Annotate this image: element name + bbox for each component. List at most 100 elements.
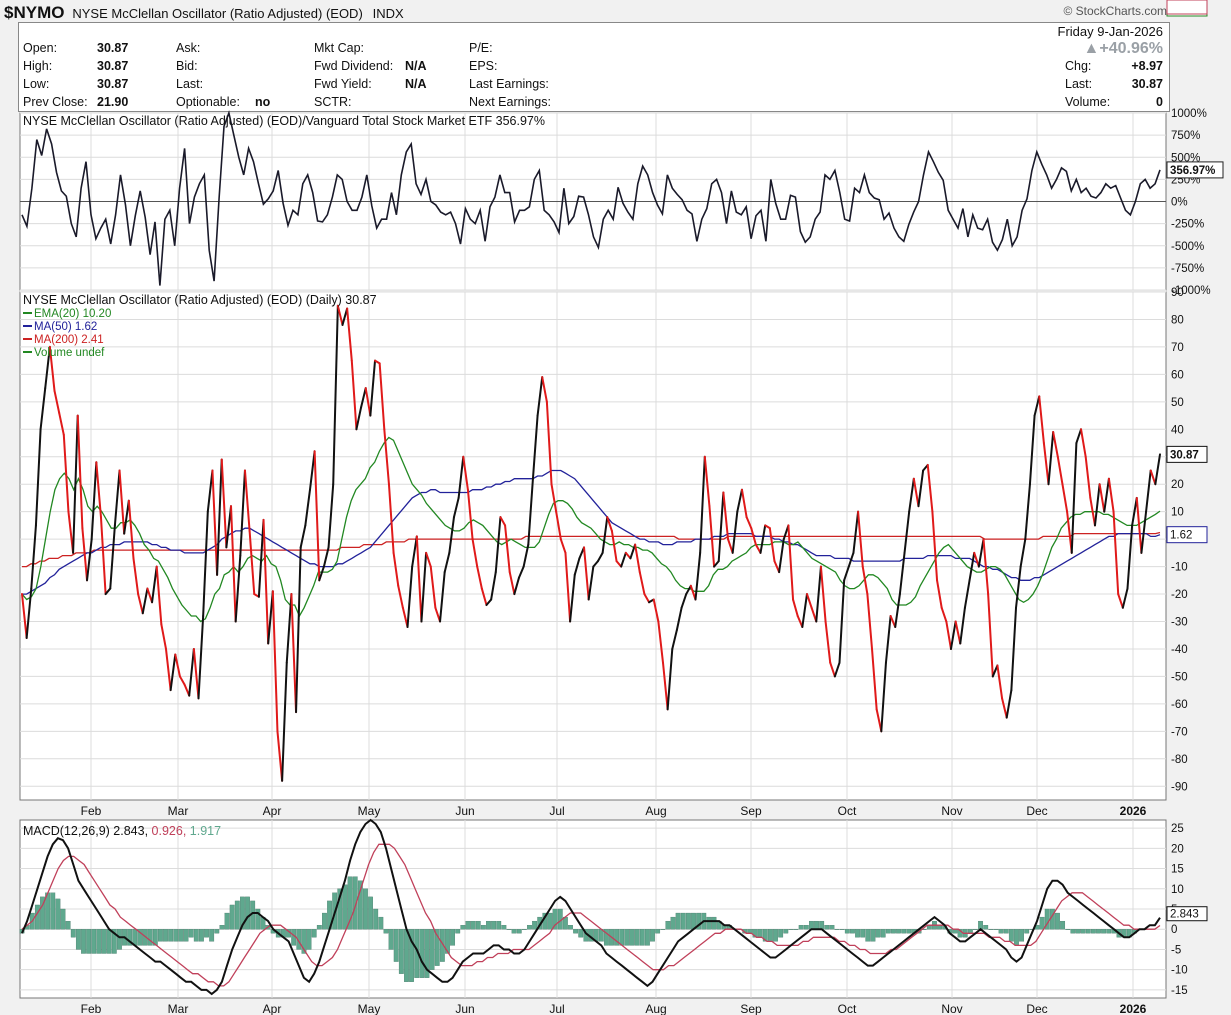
histogram-bar [793,929,799,930]
month-label: Mar [168,1002,189,1015]
month-label: Mar [168,804,189,818]
histogram-bar [655,929,661,934]
month-label: Nov [941,1002,962,1015]
histogram-bar [342,884,348,930]
open-value: 30.87 [97,41,129,55]
eps-label: EPS: [469,59,498,73]
nymo-segment [248,529,256,596]
histogram-bar [901,929,907,934]
nymo-segment [480,587,488,607]
open-label: Open: [23,41,58,55]
last-value-box [1166,161,1224,179]
month-label: Dec [1026,1002,1047,1015]
nymo-segment [982,538,990,596]
nymo-segment [448,516,455,554]
nymo-segment [369,359,377,417]
nymo-segment [940,606,948,623]
y-tick-label: 500% [1171,152,1200,164]
nymo-segment [327,483,335,549]
nymo-segment [364,387,372,417]
histogram-bar [803,925,809,930]
histogram-bar [91,929,97,954]
histogram-bar [368,896,373,930]
nymo-segment [959,606,966,645]
histogram-bar [322,912,327,930]
histogram-bar [137,929,143,946]
histogram-bar [573,929,579,934]
nymo-segment [1052,431,1059,458]
y-tick-label: 20 [1171,843,1184,855]
nymo-segment [188,647,195,697]
nymo-segment [1084,455,1092,499]
panel-1: 1000%750%500%250%0%-250%-500%-750%-1000%… [19,108,1224,297]
brand[interactable]: © StockCharts.com [1063,4,1167,18]
y-tick-label: 10 [1171,884,1184,896]
nymo-segment [151,565,158,604]
nymo-segment [884,615,892,664]
histogram-bar [96,929,102,954]
histogram-bar [491,920,497,930]
optionable-value: no [255,95,271,109]
mktcap-label: Mkt Cap: [314,41,365,55]
nymo-segment [243,469,251,532]
histogram-bar [219,925,225,930]
panel-title: NYSE McClellan Oscillator (Ratio Adjuste… [23,293,377,307]
month-label: Jun [455,1002,474,1015]
nymo-segment [62,433,70,513]
high-label: High: [23,59,53,73]
nymo-segment [880,661,887,733]
histogram-bar [475,920,481,930]
value-tag-label: 1.62 [1170,530,1192,542]
nymo-segment [118,469,126,535]
histogram-bar [752,929,758,938]
y-tick-label: 0 [1171,924,1177,936]
nymo-segment [397,584,404,609]
nymo-segment [592,560,599,568]
nymo-segment [239,469,246,557]
nymo-segment [383,428,390,486]
histogram-bar [711,916,717,930]
histogram-bar [157,929,163,942]
nymo-segment [573,557,581,576]
histogram-bar [1024,929,1030,934]
y-tick-label: -50 [1171,671,1188,683]
histogram-bar [680,912,686,930]
histogram-bar [127,929,133,946]
histogram-bar [86,929,92,954]
histogram-bar [199,929,204,942]
nymo-segment [332,304,339,486]
y-tick-label: 70 [1171,342,1184,354]
y-tick-label: -15 [1171,985,1188,997]
nymo-segment [452,496,460,519]
nymo-segment [178,675,186,686]
nymo-segment [610,529,618,563]
nymo-segment [53,389,61,414]
nymo-segment [132,557,140,596]
nymo-segment [555,510,562,541]
nymo-segment [341,307,349,326]
nymo-segment [1066,510,1073,554]
histogram-bar [501,925,507,930]
plot-area [19,291,1167,801]
nymo-segment [95,461,102,519]
legend-entry: Volume undef [34,347,105,359]
histogram-bar [188,929,194,938]
nymo-segment [852,510,860,554]
nymo-segment [34,428,42,527]
nymo-segment [601,516,609,554]
nymo-segment [801,593,808,629]
panel-3: 25 20 15 10 50 -5 -10 -15 Feb Mar Apr May Jun Jul Aug S… [19,0,1208,1015]
nymo-segment [466,488,474,541]
histogram-bar [429,929,435,970]
histogram-bar [306,929,312,950]
histogram-bar [798,925,804,930]
nymo-segment [1019,538,1027,568]
nymo-segment [866,593,874,650]
nymo-segment [58,411,65,436]
histogram-bar [819,920,825,930]
nymo-segment [824,620,832,664]
y-tick-label: 50 [1171,397,1184,409]
y-tick-label: -90 [1171,781,1188,793]
nymo-segment [736,488,743,513]
